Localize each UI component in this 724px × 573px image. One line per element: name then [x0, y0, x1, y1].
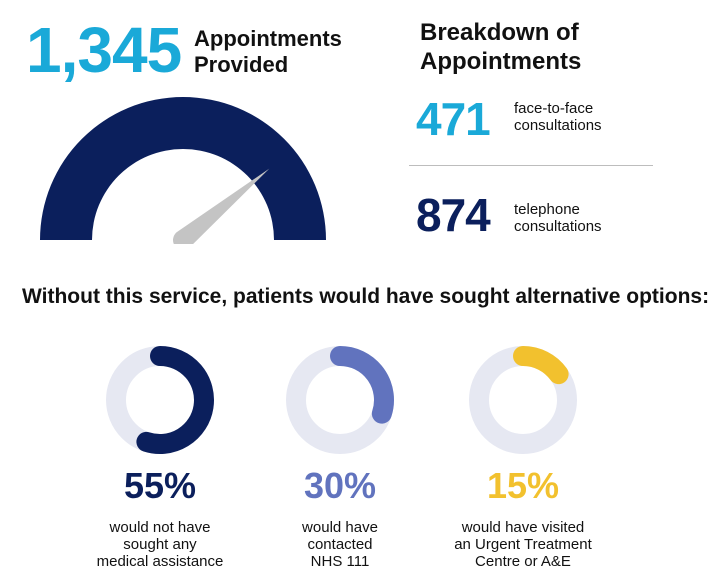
face-to-face-label-line2: consultations [514, 117, 602, 134]
urgent-treatment-desc-line3: Centre or A&E [475, 553, 571, 570]
breakdown-divider [409, 165, 653, 166]
nhs-111-desc-line3: NHS 111 [310, 553, 370, 570]
appointments-label-line2: Provided [194, 52, 289, 77]
appointments-total: 1,345 [26, 14, 182, 86]
telephone-label-line1: telephone [514, 201, 580, 218]
urgent-treatment-description: would have visited an Urgent Treatment C… [428, 519, 618, 570]
no-assistance-desc-line1: would not have [109, 519, 211, 536]
appointments-gauge [40, 97, 326, 244]
gauge-needle [172, 168, 270, 244]
urgent-treatment-desc-line1: would have visited [461, 519, 585, 536]
appointments-total-label: Appointments Provided [194, 26, 394, 78]
donut-urgent-treatment [469, 346, 577, 454]
no-assistance-desc-line3: medical assistance [96, 553, 224, 570]
donut-no-assistance [106, 346, 214, 454]
no-assistance-desc-line2: sought any [123, 536, 197, 553]
donut-nhs-111 [286, 346, 394, 454]
no-assistance-description: would not have sought any medical assist… [65, 519, 255, 570]
urgent-treatment-percent: 15% [486, 465, 560, 506]
telephone-label-line2: consultations [514, 218, 602, 235]
face-to-face-label: face-to-face consultations [514, 100, 674, 134]
breakdown-title-line1: Breakdown of [420, 19, 579, 46]
gauge-needle-body [172, 168, 270, 244]
donut-value-arc [330, 346, 394, 424]
donut-value-arc [513, 346, 569, 385]
donut-value-arc [136, 346, 214, 454]
nhs-111-description: would have contacted NHS 111 [245, 519, 435, 570]
face-to-face-label-line1: face-to-face [514, 100, 594, 117]
gauge-arc [40, 97, 326, 240]
nhs-111-desc-line2: contacted [307, 536, 373, 553]
no-assistance-percent: 55% [123, 465, 197, 506]
appointments-label-line1: Appointments [194, 26, 342, 51]
urgent-treatment-desc-line2: an Urgent Treatment [454, 536, 592, 553]
nhs-111-desc-line1: would have [302, 519, 378, 536]
face-to-face-count: 471 [416, 93, 491, 145]
nhs-111-percent: 30% [303, 465, 377, 506]
breakdown-title: Breakdown of Appointments [420, 18, 680, 76]
alternatives-title: Without this service, patients would hav… [22, 285, 710, 308]
breakdown-title-line2: Appointments [420, 48, 582, 75]
telephone-label: telephone consultations [514, 201, 674, 235]
telephone-count: 874 [416, 189, 491, 241]
